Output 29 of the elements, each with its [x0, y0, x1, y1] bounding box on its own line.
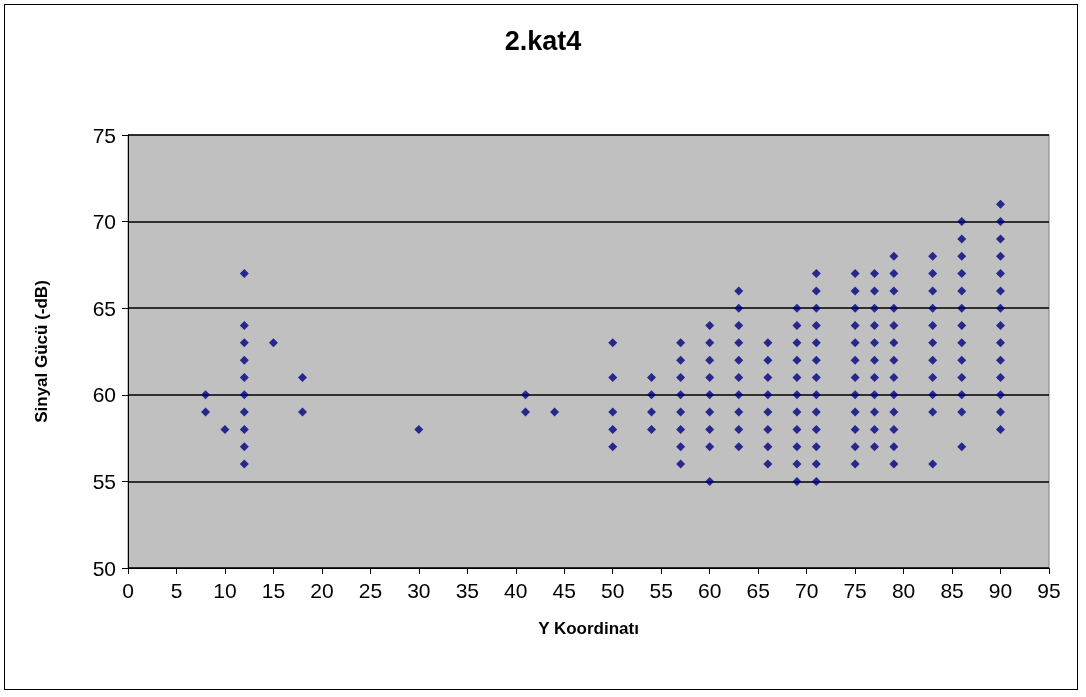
x-tick-label: 65 [746, 579, 770, 602]
x-tick-label: 50 [601, 579, 625, 602]
x-tick-label: 45 [552, 579, 576, 602]
x-tick-label: 55 [649, 579, 673, 602]
y-axis-title: Sinyal Gücü (-dB) [32, 280, 51, 423]
y-tick-label: 65 [92, 296, 116, 320]
x-tick-label: 80 [891, 579, 916, 602]
x-tick-label: 20 [310, 579, 334, 602]
x-tick-label: 0 [122, 579, 134, 602]
x-tick-label: 30 [407, 579, 431, 602]
y-tick-label: 50 [92, 556, 116, 580]
x-tick-label: 70 [794, 579, 819, 602]
y-tick-label: 75 [92, 123, 116, 147]
x-tick-label: 60 [698, 579, 722, 602]
x-tick-label: 75 [843, 579, 867, 602]
x-tick-label: 95 [1037, 579, 1061, 602]
y-tick-label: 60 [92, 383, 116, 407]
x-tick-label: 25 [358, 579, 383, 602]
x-tick-label: 35 [455, 579, 479, 602]
x-tick-label: 85 [940, 579, 964, 602]
x-tick-label: 5 [170, 579, 183, 602]
x-tick-label: 40 [504, 579, 528, 602]
chart-title: 2.kat4 [504, 25, 582, 56]
y-tick-label: 55 [92, 469, 116, 493]
x-tick-label: 10 [213, 579, 237, 602]
x-tick-label: 15 [261, 579, 286, 602]
x-axis-title: Y Koordinatı [538, 619, 639, 638]
x-tick-label: 90 [988, 579, 1013, 602]
y-tick-label: 70 [92, 210, 116, 234]
